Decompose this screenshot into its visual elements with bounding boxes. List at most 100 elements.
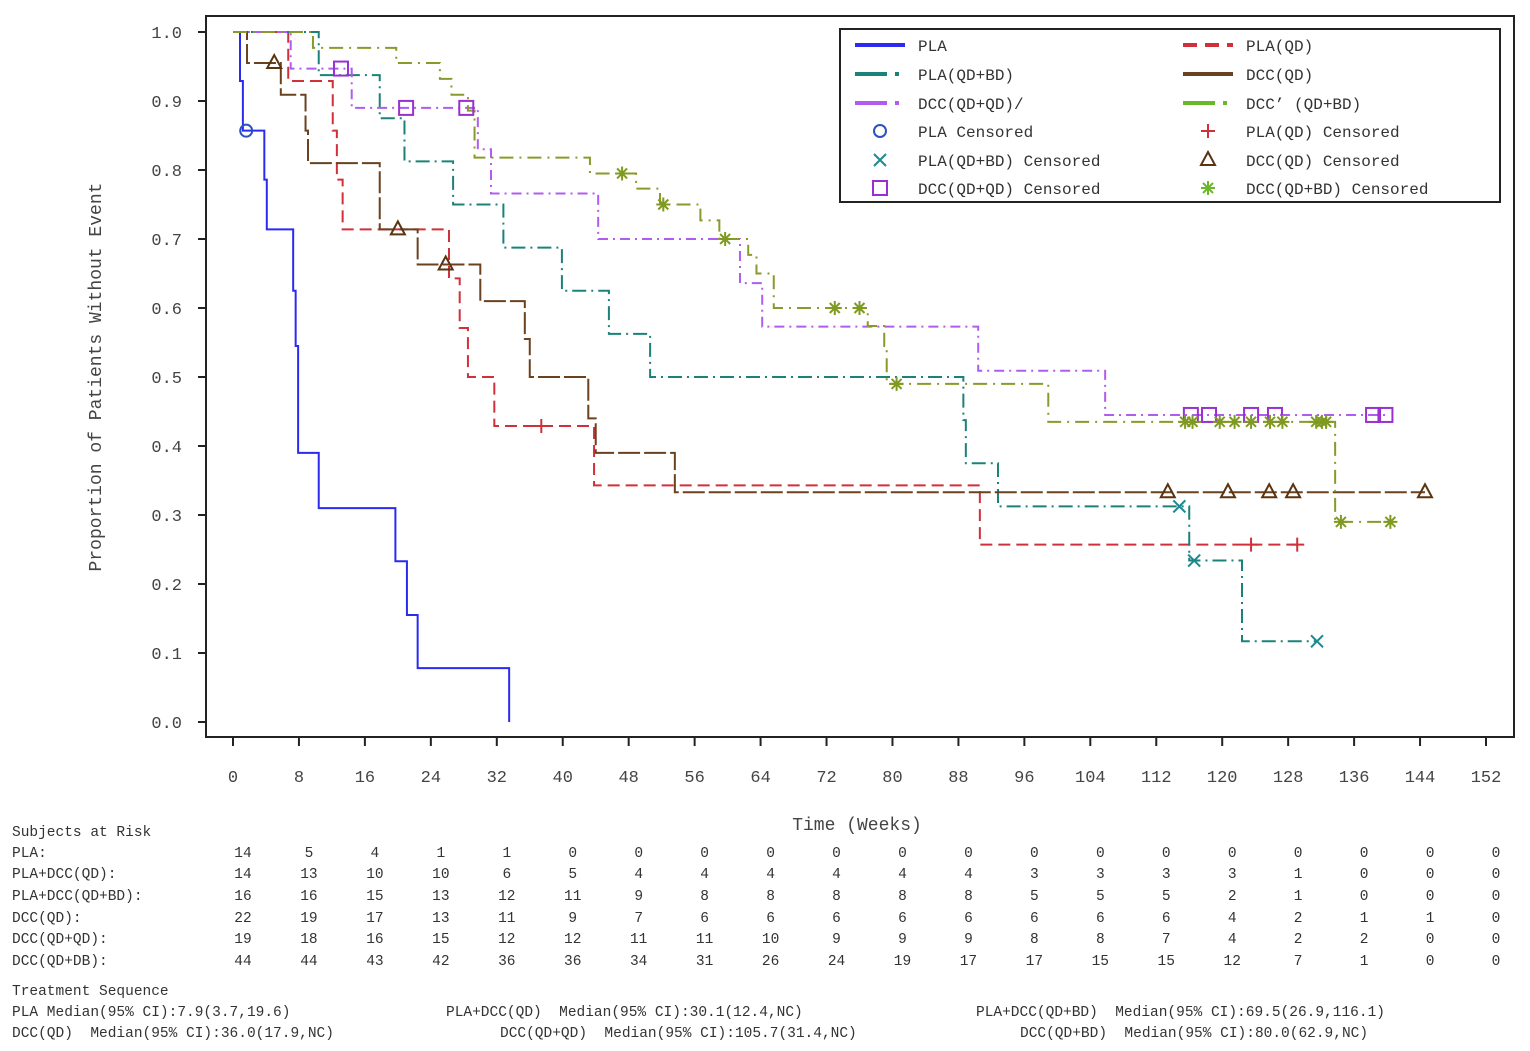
at-risk-value: 12 bbox=[498, 932, 515, 948]
at-risk-value: 6 bbox=[700, 911, 709, 927]
x-tick-label: 112 bbox=[1141, 769, 1172, 788]
y-tick-label: 0.8 bbox=[151, 163, 182, 182]
at-risk-row-label: DCC(QD+QD): bbox=[12, 932, 108, 948]
x-tick-label: 64 bbox=[750, 769, 770, 788]
censor-marker bbox=[852, 301, 867, 315]
at-risk-value: 4 bbox=[1228, 932, 1237, 948]
at-risk-value: 8 bbox=[700, 889, 709, 905]
x-tick-label: 128 bbox=[1273, 769, 1304, 788]
at-risk-value: 3 bbox=[1096, 867, 1105, 883]
censor-marker bbox=[827, 301, 842, 315]
legend-label: DCC(QD+BD) Censored bbox=[1246, 181, 1428, 199]
treatment-medians: Treatment Sequence PLA Median(95% CI):7.… bbox=[12, 984, 1385, 1042]
at-risk-value: 6 bbox=[1096, 911, 1105, 927]
y-axis: 0.0 0.1 0.2 0.3 0.4 0.5 0.6 0.7 0.8 0.9 1.0 bbox=[151, 25, 206, 734]
legend-label: PLA(QD+BD) Censored bbox=[918, 153, 1100, 171]
at-risk-value: 10 bbox=[762, 932, 779, 948]
at-risk-value: 0 bbox=[1030, 846, 1039, 862]
x-tick-label: 40 bbox=[553, 769, 573, 788]
x-tick-label: 144 bbox=[1405, 769, 1436, 788]
at-risk-value: 8 bbox=[898, 889, 907, 905]
legend-label: DCC(QD) Censored bbox=[1246, 153, 1400, 171]
curve-dcc-qd-qd- bbox=[233, 31, 1386, 416]
at-risk-value: 7 bbox=[1162, 932, 1171, 948]
censor-marker bbox=[437, 254, 455, 271]
at-risk-value: 0 bbox=[832, 846, 841, 862]
at-risk-value: 36 bbox=[498, 954, 515, 970]
at-risk-value: 8 bbox=[964, 889, 973, 905]
at-risk-value: 36 bbox=[564, 954, 581, 970]
at-risk-value: 19 bbox=[300, 911, 317, 927]
at-risk-value: 6 bbox=[766, 911, 775, 927]
at-risk-value: 0 bbox=[1492, 867, 1501, 883]
censor-marker bbox=[615, 166, 630, 181]
at-risk-value: 5 bbox=[568, 867, 577, 883]
y-tick-label: 0.3 bbox=[151, 508, 182, 527]
censor-marker bbox=[889, 376, 904, 391]
x-tick-label: 80 bbox=[882, 769, 902, 788]
at-risk-value: 6 bbox=[1030, 911, 1039, 927]
at-risk-value: 5 bbox=[1096, 889, 1105, 905]
legend-label: PLA(QD+BD) bbox=[918, 67, 1014, 85]
censor-marker bbox=[398, 99, 415, 116]
at-risk-value: 0 bbox=[634, 846, 643, 862]
x-tick-label: 96 bbox=[1014, 769, 1034, 788]
median-text: PLA Median(95% CI):7.9(3.7,19.6) bbox=[12, 1005, 290, 1021]
at-risk-value: 1 bbox=[1360, 911, 1369, 927]
legend-label: PLA Censored bbox=[918, 124, 1033, 142]
at-risk-value: 4 bbox=[832, 867, 841, 883]
at-risk-value: 1 bbox=[1294, 867, 1303, 883]
legend-label: PLA bbox=[918, 38, 947, 56]
x-tick-label: 152 bbox=[1471, 769, 1502, 788]
at-risk-value: 0 bbox=[1426, 846, 1435, 862]
at-risk-value: 0 bbox=[1492, 954, 1501, 970]
at-risk-value: 6 bbox=[1162, 911, 1171, 927]
at-risk-value: 16 bbox=[300, 889, 317, 905]
x-axis: 0 8 16 24 32 40 48 56 64 72 80 88 96 104 112 120 128 136 1… bbox=[228, 737, 1501, 788]
legend-marker-square-icon bbox=[872, 180, 888, 196]
at-risk-value: 11 bbox=[630, 932, 647, 948]
at-risk-value: 4 bbox=[634, 867, 643, 883]
at-risk-value: 0 bbox=[700, 846, 709, 862]
at-risk-value: 0 bbox=[568, 846, 577, 862]
at-risk-value: 22 bbox=[234, 911, 251, 927]
at-risk-value: 12 bbox=[564, 932, 581, 948]
legend-marker-triangle-icon bbox=[1199, 149, 1217, 166]
censor-marker bbox=[1416, 482, 1434, 499]
censor-marker bbox=[389, 219, 407, 236]
censor-marker bbox=[1187, 553, 1201, 568]
at-risk-value: 9 bbox=[634, 889, 643, 905]
at-risk-value: 1 bbox=[1426, 911, 1435, 927]
censor-marker bbox=[1172, 499, 1187, 514]
at-risk-value: 0 bbox=[1426, 867, 1435, 883]
at-risk-value: 11 bbox=[696, 932, 713, 948]
censor-marker bbox=[1219, 482, 1237, 499]
censor-marker bbox=[1159, 482, 1177, 499]
at-risk-value: 4 bbox=[700, 867, 709, 883]
at-risk-value: 18 bbox=[300, 932, 317, 948]
at-risk-row-label: PLA+DCC(QD+BD): bbox=[12, 889, 143, 905]
y-tick-label: 0.7 bbox=[151, 232, 182, 251]
at-risk-value: 14 bbox=[234, 846, 251, 862]
x-tick-label: 136 bbox=[1339, 769, 1370, 788]
at-risk-value: 10 bbox=[366, 867, 383, 883]
censor-marker bbox=[1319, 414, 1334, 429]
at-risk-value: 3 bbox=[1228, 867, 1237, 883]
at-risk-value: 8 bbox=[1030, 932, 1039, 948]
median-text: DCC(QD) Median(95% CI):36.0(17.9,NC) bbox=[12, 1026, 334, 1042]
x-tick-label: 56 bbox=[684, 769, 704, 788]
at-risk-value: 0 bbox=[1492, 911, 1501, 927]
at-risk-value: 2 bbox=[1360, 932, 1369, 948]
at-risk-value: 9 bbox=[568, 911, 577, 927]
at-risk-value: 0 bbox=[1228, 846, 1237, 862]
censor-marker bbox=[265, 52, 283, 70]
legend-label: DCC’ (QD+BD) bbox=[1246, 96, 1361, 114]
y-tick-label: 1.0 bbox=[151, 25, 182, 44]
at-risk-value: 0 bbox=[1492, 889, 1501, 905]
censor-marker bbox=[1227, 414, 1242, 429]
at-risk-value: 2 bbox=[1228, 889, 1237, 905]
at-risk-value: 1 bbox=[1294, 889, 1303, 905]
x-tick-label: 104 bbox=[1075, 769, 1106, 788]
at-risk-value: 6 bbox=[832, 911, 841, 927]
legend-label: PLA(QD) bbox=[1246, 38, 1313, 56]
